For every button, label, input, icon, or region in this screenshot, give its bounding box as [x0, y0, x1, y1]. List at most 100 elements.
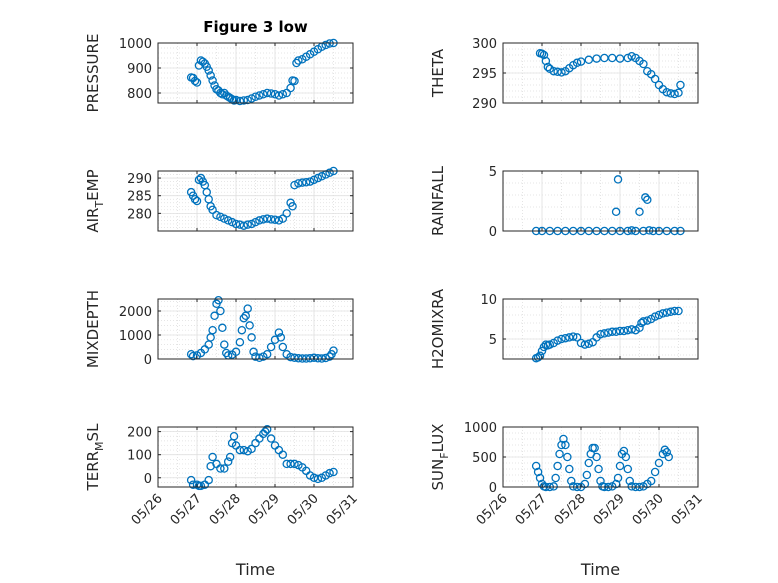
data-point [645, 226, 654, 235]
axes-box [157, 426, 354, 488]
data-point [286, 83, 295, 93]
y-axis-label: SUNFLUX [429, 424, 451, 491]
data-point [214, 295, 223, 305]
subplot-theta: 290 295 300 THETA [429, 37, 699, 112]
data-point [658, 309, 668, 318]
data-point [206, 71, 215, 80]
data-point [576, 338, 586, 348]
data-point [305, 177, 315, 186]
data-point [580, 340, 590, 349]
y-tick-label: 500 [472, 451, 497, 466]
data-point [313, 173, 323, 183]
data-point [553, 336, 562, 345]
data-point [670, 306, 679, 316]
data-point [259, 90, 268, 99]
data-point [590, 443, 599, 453]
data-point [274, 216, 284, 225]
data-point [557, 334, 566, 344]
y-tick-label: 0 [489, 225, 497, 240]
y-axis-label: THETA [429, 48, 447, 98]
data-point [247, 333, 256, 342]
data-point [572, 333, 582, 342]
data-point [627, 325, 636, 334]
data-point [531, 461, 541, 471]
y-tick-label: 285 [127, 190, 152, 205]
subplot-mixdepth: 0 1000 2000 MIXDEPTH [84, 290, 354, 368]
data-point [220, 464, 229, 473]
data-point [266, 342, 276, 352]
data-point [212, 210, 221, 220]
data-point [317, 172, 327, 181]
data-point [262, 214, 272, 223]
data-point [255, 353, 264, 363]
data-point [662, 308, 672, 317]
data-point [221, 348, 231, 358]
data-point [674, 88, 683, 98]
data-point [274, 328, 284, 337]
data-point [596, 476, 605, 486]
data-point [298, 178, 307, 187]
data-point [243, 220, 252, 229]
data-point [625, 476, 635, 486]
data-point [186, 475, 196, 485]
data-point [255, 91, 264, 100]
data-point [613, 473, 623, 483]
data-point [635, 323, 644, 333]
data-point [543, 62, 553, 72]
data-point [627, 51, 636, 61]
data-point [208, 76, 217, 85]
data-point [290, 180, 299, 190]
data-point [594, 464, 603, 474]
data-point [561, 440, 570, 450]
data-point [278, 214, 288, 223]
data-point [266, 89, 276, 98]
data-point [551, 473, 560, 483]
data-point [325, 168, 334, 178]
data-point [194, 175, 204, 185]
data-point [535, 473, 545, 483]
data-point [192, 78, 202, 87]
y-axis-label: AIRTEMP [84, 169, 106, 232]
y-tick-label: 100 [127, 449, 152, 464]
data-point [255, 216, 264, 225]
data-point [278, 342, 288, 352]
data-series [531, 434, 674, 492]
y-tick-label: 290 [472, 97, 497, 112]
data-point [294, 179, 303, 188]
data-point [276, 333, 286, 342]
data-point [292, 58, 301, 68]
data-point [290, 459, 299, 469]
data-point [301, 178, 311, 187]
y-tick-label: 0 [144, 472, 152, 487]
y-tick-label: 295 [472, 67, 497, 82]
y-axis-label: H2OMIXRA [429, 288, 447, 369]
data-point [239, 221, 249, 230]
data-point [662, 447, 672, 457]
data-point [654, 310, 664, 320]
data-point [660, 445, 670, 455]
data-point [615, 326, 625, 336]
data-point [286, 459, 295, 469]
y-axis-label: PRESSURE [84, 34, 102, 113]
data-point [190, 194, 200, 204]
data-point [216, 306, 225, 316]
data-point [288, 202, 297, 211]
y-tick-label: 5 [489, 165, 497, 180]
data-point [237, 325, 247, 335]
data-point [229, 431, 239, 441]
data-point [561, 333, 570, 343]
data-point [286, 352, 295, 362]
data-point [313, 474, 323, 484]
data-point [278, 90, 288, 99]
data-point [592, 452, 601, 462]
data-point [204, 66, 213, 75]
data-point [596, 329, 605, 339]
data-point [247, 94, 256, 103]
data-series [186, 38, 338, 106]
y-tick-label: 300 [472, 37, 497, 52]
data-point [641, 193, 650, 202]
data-point [290, 353, 299, 363]
data-point [600, 329, 609, 338]
data-point [262, 88, 272, 98]
